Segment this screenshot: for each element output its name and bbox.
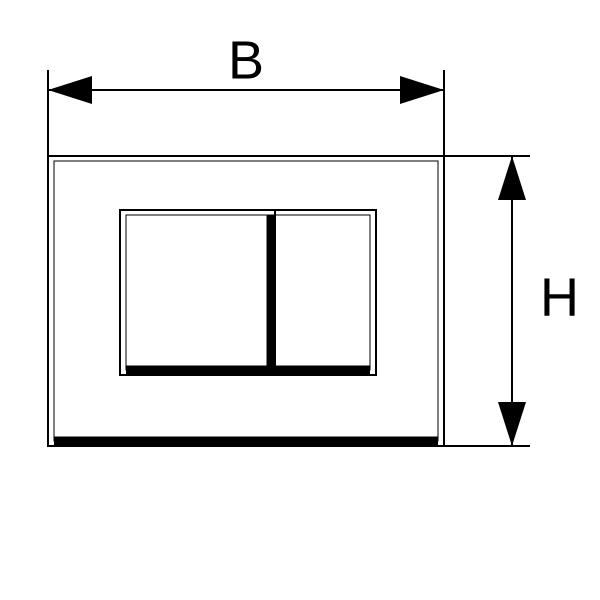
plate-outer-bevel: [54, 161, 438, 441]
buttons-outer: [120, 210, 376, 375]
dim-h-arrow-bottom: [498, 402, 526, 446]
buttons-inner-bevel: [126, 215, 370, 370]
dim-b-arrow-right: [400, 76, 444, 104]
dim-h-label: H: [540, 267, 579, 327]
dim-b-arrow-left: [48, 76, 92, 104]
dim-b-label: B: [228, 30, 264, 90]
plate-outer: [48, 156, 444, 446]
dim-h-arrow-top: [498, 156, 526, 200]
dimension-diagram: BH: [0, 0, 600, 600]
